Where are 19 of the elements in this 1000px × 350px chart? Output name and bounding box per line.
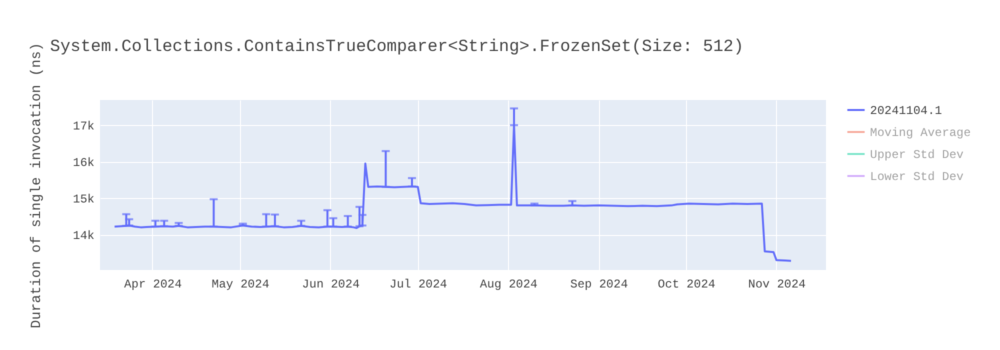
legend-label: Moving Average <box>870 126 971 140</box>
line-series <box>114 124 792 262</box>
y-tick-label: 16k <box>72 156 94 170</box>
chart-title: System.Collections.ContainsTrueComparer<String>.FrozenSet(Size: 512) <box>50 38 744 58</box>
x-tick-label: May 2024 <box>212 278 270 292</box>
x-tick-label: Oct 2024 <box>658 278 716 292</box>
x-tick-label: Jun 2024 <box>302 278 360 292</box>
x-tick-label: Jul 2024 <box>390 278 448 292</box>
x-tick-label: Aug 2024 <box>480 278 538 292</box>
y-axis-title: Duration of single invocation (ns) <box>28 42 45 328</box>
y-tick-label: 15k <box>72 192 94 207</box>
legend-label: Upper Std Dev <box>870 148 964 162</box>
x-tick-label: Apr 2024 <box>124 278 182 292</box>
y-tick-label: 14k <box>72 229 94 244</box>
y-tick-label: 17k <box>72 120 94 134</box>
legend-label: 20241104.1 <box>870 104 942 118</box>
x-tick-label: Nov 2024 <box>748 278 806 292</box>
x-tick-label: Sep 2024 <box>570 278 628 292</box>
legend-label: Lower Std Dev <box>870 170 964 184</box>
